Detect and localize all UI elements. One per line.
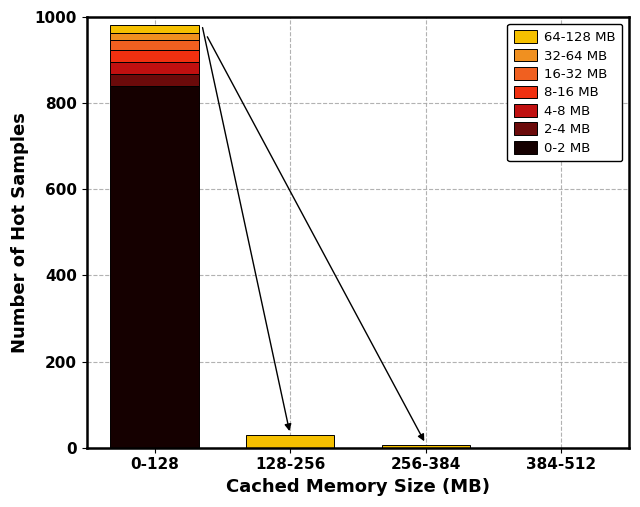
- Bar: [111, 33, 198, 41]
- Y-axis label: Number of Hot Samples: Number of Hot Samples: [11, 112, 29, 353]
- Bar: [111, 62, 198, 74]
- Bar: [111, 74, 198, 86]
- X-axis label: Cached Memory Size (MB): Cached Memory Size (MB): [226, 478, 490, 496]
- Bar: [111, 86, 198, 448]
- Legend: 64-128 MB, 32-64 MB, 16-32 MB, 8-16 MB, 4-8 MB, 2-4 MB, 0-2 MB: 64-128 MB, 32-64 MB, 16-32 MB, 8-16 MB, …: [507, 24, 622, 161]
- Bar: [111, 50, 198, 62]
- Bar: [111, 41, 198, 50]
- Bar: [111, 25, 198, 33]
- Bar: [246, 434, 334, 448]
- Bar: [381, 445, 470, 448]
